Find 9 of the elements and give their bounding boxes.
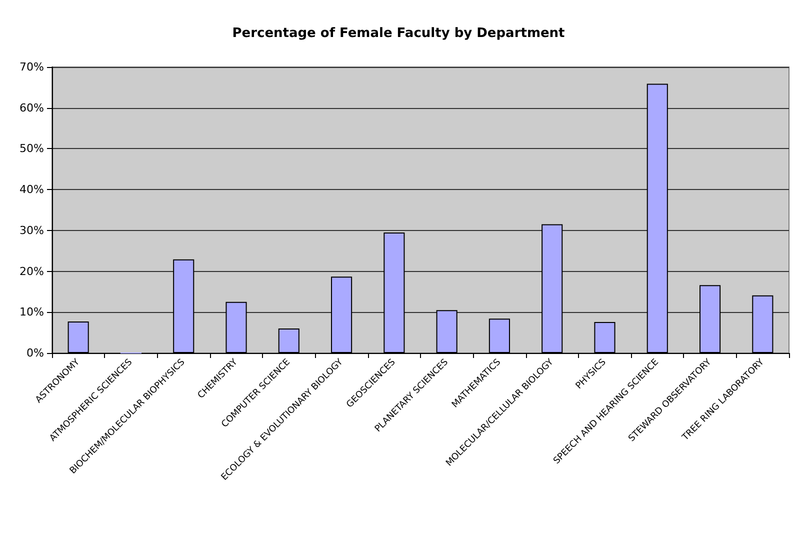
y-tick-label: 50% — [20, 142, 44, 156]
y-tick-label: 40% — [20, 183, 44, 196]
chart-title: Percentage of Female Faculty by Department — [232, 26, 565, 41]
y-tick-label: 70% — [20, 60, 44, 74]
y-tick-label: 30% — [20, 224, 44, 237]
y-tick-label: 10% — [20, 306, 44, 319]
y-tick-label: 0% — [26, 346, 44, 360]
y-tick-label: 60% — [20, 101, 44, 114]
y-tick-label: 20% — [20, 264, 44, 278]
